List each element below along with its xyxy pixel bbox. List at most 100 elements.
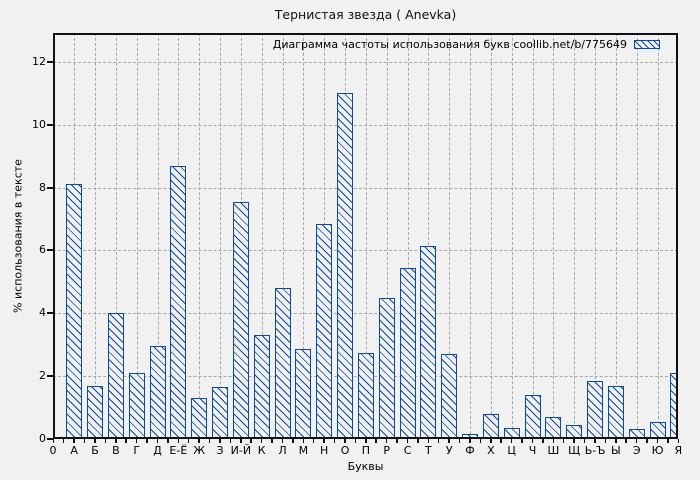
- x-tick-mark: [219, 439, 221, 443]
- legend: Диаграмма частоты использования букв coo…: [273, 38, 660, 51]
- y-tick-label: 2: [39, 369, 46, 383]
- x-tick-mark: [135, 439, 138, 443]
- x-tick-mark: [531, 439, 534, 443]
- bar-В: [107, 313, 124, 439]
- x-category-label: Я: [674, 444, 683, 457]
- y-tick-mark: [47, 312, 53, 315]
- vertical-gridline: [428, 33, 430, 439]
- bar-О: [337, 93, 354, 439]
- x-tick-mark: [83, 439, 86, 443]
- legend-hatched-swatch: [634, 40, 660, 49]
- x-category-label: О: [340, 444, 350, 457]
- x-tick-mark: [573, 439, 575, 443]
- horizontal-gridline: [53, 124, 678, 126]
- bar-М: [295, 349, 312, 439]
- x-tick-mark: [448, 439, 450, 443]
- x-category-label: П: [361, 444, 370, 457]
- bar-Д: [149, 346, 166, 439]
- bar-Е-Ё: [170, 165, 187, 439]
- vertical-gridline: [595, 33, 597, 439]
- y-tick-mark: [47, 249, 53, 252]
- y-tick-mark: [47, 186, 53, 189]
- vertical-gridline: [490, 33, 492, 439]
- x-category-label: Э: [632, 444, 641, 457]
- bar-Н: [316, 223, 333, 439]
- bar-Т: [420, 245, 437, 439]
- bar-Э: [628, 428, 645, 439]
- x-category-label: И-Й: [230, 444, 252, 457]
- x-tick-mark: [635, 439, 638, 443]
- x-tick-mark: [302, 439, 304, 443]
- x-tick-mark: [552, 439, 554, 443]
- x-tick-mark: [62, 439, 65, 443]
- bar-Ч: [524, 395, 541, 439]
- x-tick-mark: [375, 439, 377, 443]
- x-tick-mark: [490, 439, 492, 443]
- x-tick-mark: [510, 439, 513, 443]
- vertical-gridline: [386, 33, 388, 439]
- vertical-gridline: [615, 33, 617, 439]
- x-category-label: Ш: [547, 444, 560, 457]
- x-tick-mark: [229, 439, 232, 443]
- x-tick-mark: [521, 439, 523, 443]
- bar-Ы: [607, 385, 624, 439]
- bar-С: [399, 267, 416, 439]
- x-tick-mark: [594, 439, 596, 443]
- x-tick-mark: [437, 439, 440, 443]
- vertical-gridline: [115, 33, 117, 439]
- y-tick-label: 4: [39, 306, 46, 320]
- x-category-label: Ы: [611, 444, 621, 457]
- y-tick-label: 8: [39, 180, 46, 194]
- x-category-label: Ж: [193, 444, 206, 457]
- y-tick-label: 6: [39, 243, 46, 257]
- x-tick-mark: [427, 439, 429, 443]
- x-tick-mark: [250, 439, 252, 443]
- x-tick-mark: [615, 439, 617, 443]
- x-tick-mark: [281, 439, 284, 443]
- x-axis-label: Буквы: [347, 460, 384, 473]
- horizontal-gridline: [53, 313, 678, 315]
- x-category-label: У: [445, 444, 453, 457]
- bar-Я: [670, 373, 678, 439]
- x-tick-mark: [187, 439, 190, 443]
- vertical-gridline: [553, 33, 555, 439]
- bar-Ь-Ъ: [587, 380, 604, 439]
- x-tick-mark: [198, 439, 200, 443]
- x-category-label: Ь-Ъ: [584, 444, 606, 457]
- y-tick-label: 0: [39, 432, 46, 445]
- x-tick-mark: [625, 439, 627, 443]
- x-tick-mark: [562, 439, 565, 443]
- x-tick-mark: [104, 439, 107, 443]
- vertical-gridline: [303, 33, 305, 439]
- bar-Х: [482, 413, 499, 439]
- vertical-gridline: [282, 33, 284, 439]
- x-tick-mark: [500, 439, 502, 443]
- vertical-gridline: [199, 33, 201, 439]
- x-category-label: А: [70, 444, 78, 457]
- x-tick-mark: [417, 439, 419, 443]
- bar-П: [357, 352, 374, 439]
- x-category-label: Щ: [568, 444, 581, 457]
- vertical-gridline: [157, 33, 159, 439]
- x-category-label: С: [403, 444, 412, 457]
- x-tick-mark: [677, 439, 679, 443]
- x-tick-mark: [125, 439, 127, 443]
- vertical-gridline: [532, 33, 534, 439]
- x-category-label: Д: [153, 444, 162, 457]
- bar-У: [441, 354, 458, 439]
- vertical-gridline: [136, 33, 138, 439]
- bar-Ц: [503, 428, 520, 439]
- x-category-label: З: [216, 444, 224, 457]
- bar-Г: [128, 373, 145, 439]
- bar-И-Й: [232, 201, 249, 439]
- x-category-label: Т: [424, 444, 432, 457]
- x-tick-mark: [458, 439, 461, 443]
- x-category-label: М: [298, 444, 309, 457]
- x-tick-mark: [177, 439, 179, 443]
- x-tick-mark: [240, 439, 242, 443]
- y-tick-mark: [47, 438, 53, 440]
- x-category-label: Р: [383, 444, 390, 457]
- vertical-gridline: [95, 33, 97, 439]
- x-tick-mark: [406, 439, 409, 443]
